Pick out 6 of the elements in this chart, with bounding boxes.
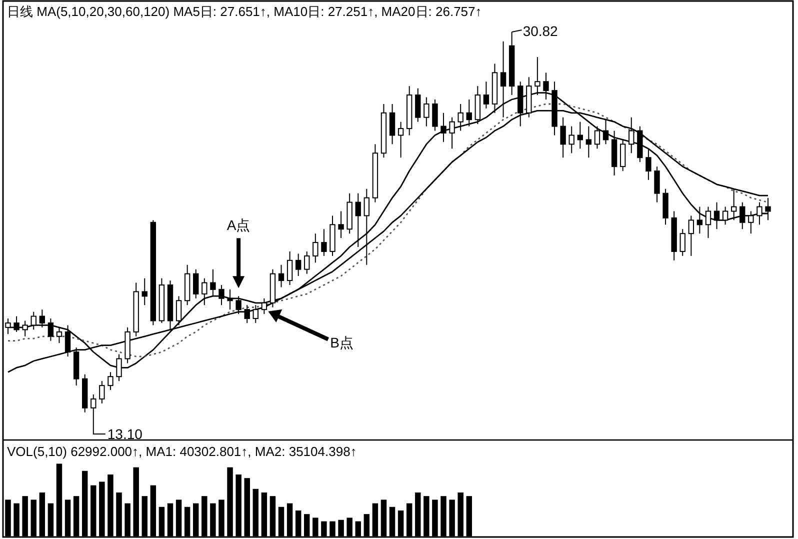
- annotation: 13.10: [107, 426, 143, 442]
- annotation: A点: [226, 217, 250, 234]
- annotation: 30.82: [522, 23, 558, 39]
- chart-title: 日线 MA(5,10,20,30,60,120) MA5日: 27.651↑, MA10日: 27.251↑, MA20日: 26.757↑: [7, 4, 482, 19]
- annotation: B点: [330, 334, 354, 350]
- chart-title: VOL(5,10) 62992.000↑, MA1: 40302.801↑, MA2: 35104.398↑: [7, 444, 357, 459]
